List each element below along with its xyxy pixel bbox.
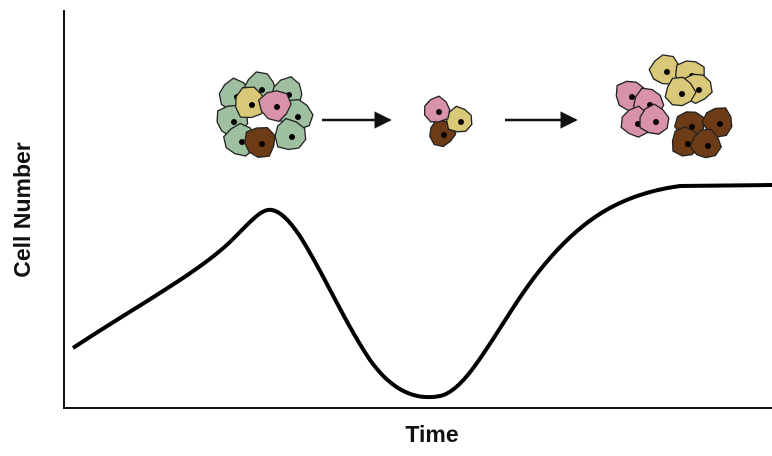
- nucleus: [458, 119, 464, 125]
- nucleus: [705, 143, 711, 149]
- nucleus: [696, 87, 702, 93]
- nucleus: [436, 109, 442, 115]
- nucleus: [441, 132, 447, 138]
- nucleus: [274, 104, 280, 110]
- nucleus: [259, 141, 265, 147]
- nucleus: [717, 121, 723, 127]
- x-axis-label: Time: [405, 421, 458, 447]
- nucleus: [231, 119, 237, 125]
- nucleus: [289, 134, 295, 140]
- nucleus: [653, 119, 659, 125]
- diagram: Time Cell Number: [0, 0, 772, 456]
- nucleus: [295, 114, 301, 120]
- nucleus: [239, 139, 245, 145]
- growth-curve: [73, 185, 772, 397]
- cell: [447, 106, 472, 132]
- nucleus: [249, 102, 255, 108]
- cell: [425, 96, 450, 122]
- nucleus: [679, 91, 685, 97]
- nucleus: [629, 94, 635, 100]
- nucleus: [664, 69, 670, 75]
- y-axis-label: Cell Number: [9, 142, 35, 278]
- cell-clusters: [217, 55, 732, 158]
